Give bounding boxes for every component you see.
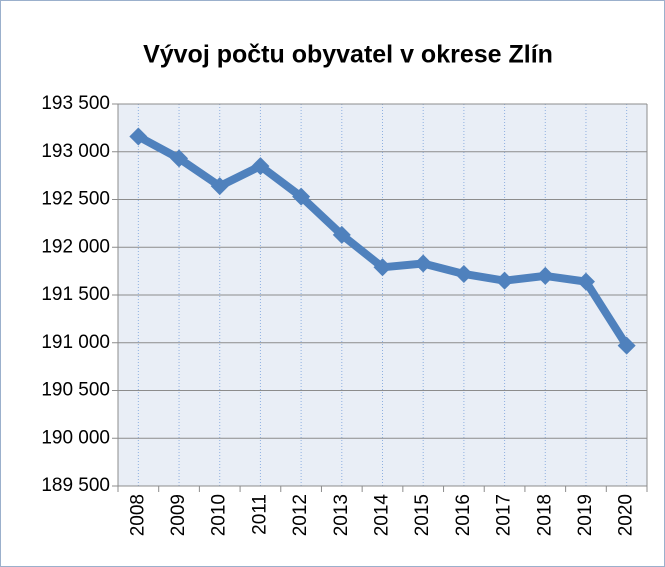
- y-tick-label: 191 500: [41, 284, 110, 305]
- chart-title: Vývoj počtu obyvatel v okrese Zlín: [143, 41, 553, 69]
- data-point: [373, 258, 392, 277]
- data-point: [170, 149, 189, 168]
- x-tick-label: 2015: [412, 494, 433, 536]
- x-tick-label: 2019: [575, 494, 596, 536]
- x-tick-label: 2010: [209, 494, 230, 536]
- data-point: [495, 271, 514, 290]
- data-point: [292, 187, 311, 206]
- y-tick-label: 189 500: [41, 475, 110, 496]
- x-tick-label: 2011: [249, 494, 270, 535]
- x-tick-label: 2008: [127, 494, 148, 536]
- x-tick-label: 2014: [372, 494, 393, 537]
- y-tick-label: 192 000: [41, 236, 110, 257]
- y-tick-label: 193 000: [41, 141, 110, 162]
- data-point: [251, 157, 270, 176]
- data-point: [576, 272, 595, 291]
- data-point: [210, 177, 229, 196]
- x-tick-label: 2009: [168, 494, 189, 536]
- x-tick-label: 2016: [453, 494, 474, 536]
- y-tick-label: 193 500: [41, 93, 110, 114]
- x-tick-label: 2018: [534, 494, 555, 536]
- data-point: [617, 336, 636, 355]
- data-point: [414, 254, 433, 273]
- y-tick-label: 191 000: [41, 332, 110, 353]
- data-point: [454, 264, 473, 283]
- x-tick-label: 2020: [616, 494, 637, 536]
- data-point: [536, 266, 555, 285]
- data-point: [129, 127, 148, 146]
- y-tick-label: 192 500: [41, 189, 110, 210]
- y-tick-label: 190 000: [41, 427, 110, 448]
- data-point: [332, 225, 351, 244]
- x-tick-label: 2012: [290, 494, 311, 536]
- x-tick-label: 2013: [331, 494, 352, 536]
- x-tick-label: 2017: [494, 494, 515, 536]
- y-tick-label: 190 500: [41, 380, 110, 401]
